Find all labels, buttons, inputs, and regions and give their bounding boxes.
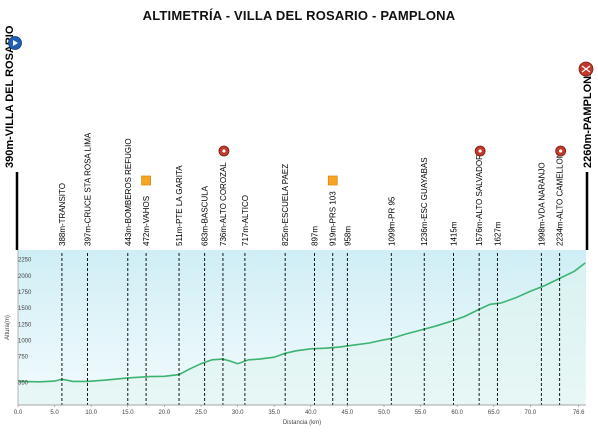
marker-label: 443m-BOMBEROS REFUGIO xyxy=(124,138,133,246)
marker-label: 919m-PRS 103 xyxy=(329,191,338,246)
marker-label: 388m-TRANSITO xyxy=(58,183,67,246)
marker-label: 2234m-ALTO CAMELLON xyxy=(556,152,565,246)
x-tick-label: 40.0 xyxy=(305,410,317,416)
climb-icon-dot xyxy=(222,149,226,153)
marker-label: 511m-PTE LA GARITA xyxy=(175,165,184,246)
x-tick-label: 25.0 xyxy=(195,410,207,416)
y-tick-label: 1500 xyxy=(18,306,32,312)
marker-label: 683m-BASCULA xyxy=(201,185,210,246)
marker-label: 897m xyxy=(310,226,319,246)
finish-icon-cross xyxy=(581,65,591,73)
x-tick-label: 35.0 xyxy=(268,410,280,416)
x-tick-label: 50.0 xyxy=(378,410,390,416)
x-tick-label: 5.0 xyxy=(50,410,59,416)
start-icon-arrow xyxy=(13,40,18,46)
marker-label: 1998m-VDA NARANJO xyxy=(537,162,546,246)
marker-label: 958m xyxy=(343,226,352,246)
marker-label: 1236m-ESC GUAYABAS xyxy=(420,157,429,246)
finish-label: 2260m-PAMPLONA xyxy=(582,68,594,168)
y-tick-label: 1750 xyxy=(18,290,32,296)
x-tick-label: 76.6 xyxy=(573,410,585,416)
feed-zone-icon xyxy=(327,175,338,186)
marker-label: 1576m-ALTO SALVADOR xyxy=(475,154,484,246)
marker-label: 1099m-PR 95 xyxy=(387,196,396,246)
marker-label: 736m-ALTO COROZAL xyxy=(219,162,228,246)
x-tick-label: 10.0 xyxy=(85,410,97,416)
profile-line xyxy=(17,262,586,383)
x-tick-label: 60.0 xyxy=(451,410,463,416)
chart-title: ALTIMETRÍA - VILLA DEL ROSARIO - PAMPLON… xyxy=(142,8,456,23)
climb-icon-dot xyxy=(559,149,563,153)
y-axis-label: Altura(m) xyxy=(5,315,11,340)
start-label: 390m-VILLA DEL ROSARIO xyxy=(4,25,16,168)
marker-label: 825m-ESCUELA PAEZ xyxy=(281,164,290,246)
marker-label: 717m-ALTICO xyxy=(241,195,250,246)
x-tick-label: 30.0 xyxy=(232,410,244,416)
x-tick-label: 70.0 xyxy=(525,410,537,416)
marker-label: 472m-VAHOS xyxy=(142,196,151,246)
y-tick-label: 2000 xyxy=(18,274,32,280)
x-tick-label: 45.0 xyxy=(342,410,354,416)
feed-zone-icon xyxy=(141,175,151,186)
y-tick-label: 2250 xyxy=(18,258,32,264)
x-tick-label: 20.0 xyxy=(159,410,171,416)
y-tick-label: 350 xyxy=(18,380,29,386)
x-tick-label: 15.0 xyxy=(122,410,134,416)
x-tick-label: 55.0 xyxy=(415,410,427,416)
x-tick-label: 65.0 xyxy=(488,410,500,416)
climb-icon-dot xyxy=(478,149,482,153)
y-tick-label: 1250 xyxy=(18,322,32,328)
x-axis-label: Distancia (km) xyxy=(283,420,321,426)
marker-label: 397m-CRUCE STA ROSA LIMA xyxy=(84,132,93,246)
marker-label: 1627m xyxy=(493,221,502,246)
y-tick-label: 1000 xyxy=(18,338,32,344)
marker-label: 1415m xyxy=(450,221,459,246)
profile-area xyxy=(18,262,586,405)
y-tick-label: 750 xyxy=(18,355,29,361)
x-tick-label: 0.0 xyxy=(14,410,23,416)
